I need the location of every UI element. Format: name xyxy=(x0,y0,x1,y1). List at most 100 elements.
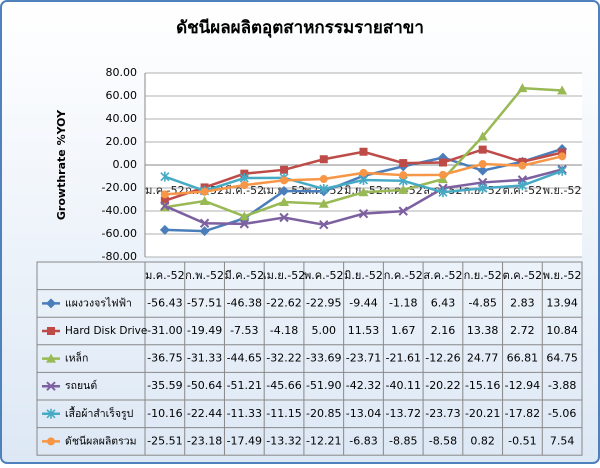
data-point xyxy=(319,183,329,194)
data-point xyxy=(319,219,329,230)
legend-label: Hard Disk Drive xyxy=(65,325,147,337)
table-cell: -12.21 xyxy=(306,434,341,447)
data-point xyxy=(478,145,487,154)
data-point xyxy=(318,198,329,208)
table-cell: 24.77 xyxy=(467,352,499,365)
table-cell: -3.88 xyxy=(548,379,576,392)
table-header: มิ.ย.-52 xyxy=(344,269,383,282)
data-point xyxy=(160,190,169,199)
table-cell: 6.43 xyxy=(431,296,456,309)
table-cell: 13.38 xyxy=(467,324,499,337)
table-cell: 5.00 xyxy=(312,324,337,337)
table-cell: 11.53 xyxy=(348,324,380,337)
data-point xyxy=(279,197,290,207)
data-point xyxy=(239,211,250,221)
data-point xyxy=(159,224,170,235)
legend-key-marker xyxy=(46,353,56,363)
legend-label: เสื้อผ้าสำเร็จรูป xyxy=(65,406,134,420)
table-cell: -12.94 xyxy=(505,379,540,392)
table-cell: -23.18 xyxy=(187,434,222,447)
legend-label: ดัชนีผลผลิตรวม xyxy=(65,434,137,447)
table-cell: -8.85 xyxy=(389,434,417,447)
table-header: มี.ค.-52 xyxy=(225,269,265,282)
data-point xyxy=(280,165,289,174)
table-cell: 64.75 xyxy=(546,352,578,365)
legend-label: แผงวงจรไฟฟ้า xyxy=(65,296,132,309)
table-cell: -7.53 xyxy=(230,324,258,337)
table-cell: -33.69 xyxy=(306,352,341,365)
y-tick-label: -80.00 xyxy=(102,250,137,263)
data-point xyxy=(557,85,568,95)
table-cell: -25.51 xyxy=(147,434,182,447)
table-cell: -40.11 xyxy=(385,379,420,392)
legend-key-marker xyxy=(47,437,55,446)
y-axis-label: Growthrate %YOY xyxy=(55,109,68,220)
table-cell: -56.43 xyxy=(147,296,182,309)
table-cell: -22.95 xyxy=(306,296,341,309)
table-cell: -57.51 xyxy=(187,296,222,309)
table-cell: -9.44 xyxy=(349,296,377,309)
table-header: เม.ย.-52 xyxy=(263,269,305,282)
table-cell: -44.65 xyxy=(227,352,262,365)
table-cell: -22.44 xyxy=(187,407,222,420)
table-cell: -12.26 xyxy=(425,352,460,365)
y-tick-label: -60.00 xyxy=(102,227,137,240)
data-point xyxy=(517,180,527,191)
y-tick-label: 0.00 xyxy=(113,158,138,171)
table-cell: -17.49 xyxy=(227,434,262,447)
table-cell: -51.21 xyxy=(227,379,262,392)
y-tick-label: 40.00 xyxy=(106,112,138,125)
data-point xyxy=(477,165,488,176)
data-point xyxy=(240,181,249,190)
table-cell: -20.21 xyxy=(465,407,500,420)
table-cell: -31.33 xyxy=(187,352,222,365)
table-cell: -0.51 xyxy=(508,434,536,447)
table-cell: 2.72 xyxy=(510,324,535,337)
table-cell: -5.06 xyxy=(548,407,576,420)
table-cell: 1.67 xyxy=(391,324,416,337)
table-header: พ.ค.-52 xyxy=(304,269,344,282)
y-tick-label: -20.00 xyxy=(102,181,137,194)
table-cell: -11.33 xyxy=(227,407,262,420)
data-point xyxy=(160,171,170,182)
legend-label: รถยนต์ xyxy=(65,379,97,392)
data-point xyxy=(279,212,289,223)
data-point xyxy=(358,187,369,197)
data-point xyxy=(239,219,250,229)
legend-label: เหล็ก xyxy=(65,351,88,365)
table-cell: 66.81 xyxy=(507,352,539,365)
table-cell: -8.58 xyxy=(429,434,457,447)
data-point xyxy=(438,158,447,167)
table-cell: 7.54 xyxy=(550,434,575,447)
data-point xyxy=(398,206,408,216)
data-point xyxy=(517,83,528,93)
table-cell: -20.22 xyxy=(425,379,460,392)
data-point xyxy=(279,186,290,197)
table-cell: -36.75 xyxy=(147,352,182,365)
data-point xyxy=(359,168,368,177)
table-cell: -20.85 xyxy=(306,407,341,420)
table-cell: -42.32 xyxy=(346,379,381,392)
table-cell: -35.59 xyxy=(147,379,182,392)
data-point xyxy=(398,184,409,194)
chart-title: ดัชนีผลผลิตอุตสาหกรรมรายสาขา xyxy=(176,17,424,38)
table-cell: -50.64 xyxy=(187,379,222,392)
data-point xyxy=(200,187,209,196)
data-point xyxy=(199,196,210,206)
table-cell: -13.32 xyxy=(266,434,301,447)
data-point xyxy=(518,161,527,170)
legend-key-marker xyxy=(46,298,56,309)
table-cell: 2.83 xyxy=(510,296,535,309)
table-cell: -23.73 xyxy=(425,407,460,420)
table-cell: -11.15 xyxy=(266,407,301,420)
data-point xyxy=(160,201,170,211)
data-point xyxy=(557,165,567,176)
data-point xyxy=(280,176,289,185)
data-point xyxy=(160,196,169,205)
table-header: ส.ค.-52 xyxy=(423,269,462,282)
table-cell: -22.62 xyxy=(266,296,301,309)
table-header: พ.ย.-52 xyxy=(543,269,582,282)
data-point xyxy=(199,218,210,228)
table-cell: -32.22 xyxy=(266,352,301,365)
